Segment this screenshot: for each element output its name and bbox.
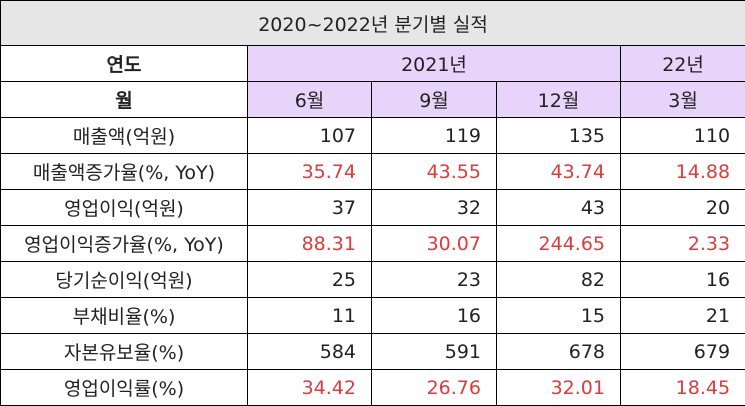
table-cell: 34.42 [248, 370, 372, 406]
table-cell: 32 [372, 190, 497, 226]
row-label: 매출액(억원) [1, 118, 248, 154]
month-header-label: 월 [1, 82, 248, 118]
table-cell: 18.45 [621, 370, 745, 406]
table-cell: 37 [248, 190, 372, 226]
title-row: 2020~2022년 분기별 실적 [1, 1, 745, 46]
month-header: 6월 [248, 82, 372, 118]
table-cell: 678 [497, 334, 621, 370]
table-cell: 43.55 [372, 154, 497, 190]
table-cell: 244.65 [497, 226, 621, 262]
table-cell: 21 [621, 298, 745, 334]
month-header: 3월 [621, 82, 745, 118]
month-header-row: 월 6월 9월 12월 3월 [1, 82, 745, 118]
month-header: 12월 [497, 82, 621, 118]
table-cell: 15 [497, 298, 621, 334]
table-title: 2020~2022년 분기별 실적 [1, 1, 745, 46]
table-cell: 11 [248, 298, 372, 334]
table-cell: 30.07 [372, 226, 497, 262]
table-cell: 43.74 [497, 154, 621, 190]
row-label: 당기순이익(억원) [1, 262, 248, 298]
year-22-header: 22년 [621, 46, 745, 82]
table-cell: 88.31 [248, 226, 372, 262]
table-cell: 43 [497, 190, 621, 226]
year-header-label: 연도 [1, 46, 248, 82]
table-cell: 25 [248, 262, 372, 298]
table-cell: 2.33 [621, 226, 745, 262]
table-cell: 32.01 [497, 370, 621, 406]
month-header: 9월 [372, 82, 497, 118]
table-cell: 35.74 [248, 154, 372, 190]
table-cell: 584 [248, 334, 372, 370]
row-label: 자본유보율(%) [1, 334, 248, 370]
table-cell: 14.88 [621, 154, 745, 190]
row-label: 영업이익(억원) [1, 190, 248, 226]
table-cell: 591 [372, 334, 497, 370]
row-label: 매출액증가율(%, YoY) [1, 154, 248, 190]
table-cell: 20 [621, 190, 745, 226]
table-cell: 16 [372, 298, 497, 334]
table-cell: 82 [497, 262, 621, 298]
table-cell: 26.76 [372, 370, 497, 406]
table-cell: 679 [621, 334, 745, 370]
table-cell: 16 [621, 262, 745, 298]
row-label: 영업이익증가율(%, YoY) [1, 226, 248, 262]
table-cell: 119 [372, 118, 497, 154]
table-cell: 107 [248, 118, 372, 154]
row-label: 영업이익률(%) [1, 370, 248, 406]
year-header-row: 연도 2021년 22년 [1, 46, 745, 82]
table-cell: 110 [621, 118, 745, 154]
table-cell: 135 [497, 118, 621, 154]
year-2021-header: 2021년 [248, 46, 621, 82]
table-cell: 23 [372, 262, 497, 298]
row-label: 부채비율(%) [1, 298, 248, 334]
